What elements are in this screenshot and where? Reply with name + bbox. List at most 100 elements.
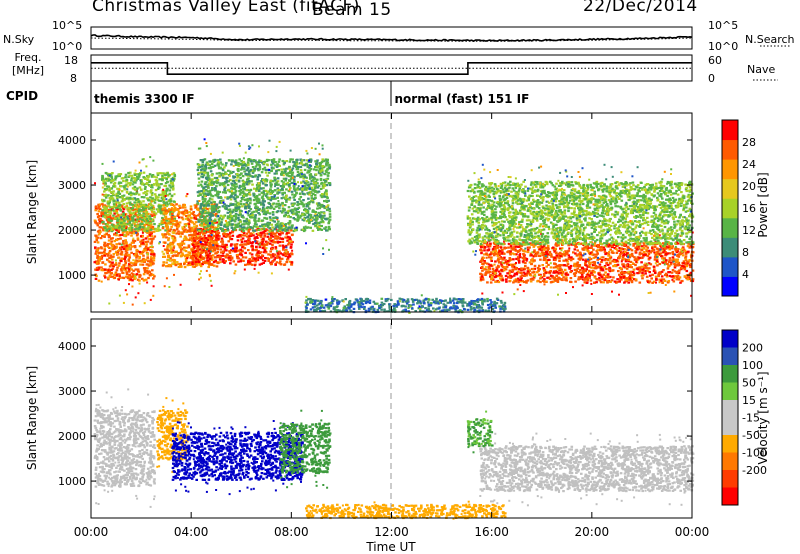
heat-cell-morning-upper-scatter <box>128 222 131 224</box>
heat-speckle <box>124 256 126 258</box>
heat-cell-midday-core <box>278 233 281 235</box>
heat-speckle <box>117 199 119 201</box>
heat-cell-morning-echo-band <box>123 269 126 271</box>
heat-cell-midday-upper <box>291 158 294 160</box>
heat-speckle <box>289 240 291 242</box>
heat-cell-near-range-ionospheric <box>368 308 371 310</box>
heat-cell-morning-echo-band <box>96 249 99 251</box>
heat-speckle <box>194 251 196 253</box>
heat-cell-midday-core <box>210 246 213 248</box>
heat-cell-midday-core <box>207 257 210 259</box>
heat-cell-morning-echo-band <box>122 232 125 234</box>
heat-speckle <box>116 274 118 276</box>
heat-cell-midday-upper <box>246 179 249 181</box>
heat-cell-midday-upper <box>255 161 258 163</box>
heat-cell-midday-upper <box>254 218 257 220</box>
heat-cell-midday-upper <box>269 188 272 190</box>
heat-cell-midday-upper <box>206 215 209 217</box>
heat-cell-morning-upper-scatter <box>129 204 132 206</box>
heat-cell-arc <box>183 247 186 249</box>
heat-cell-midday-upper <box>240 189 243 191</box>
heat-speckle <box>110 247 112 249</box>
heat-cell-midday-upper <box>261 197 264 199</box>
heat-cell-midday-upper <box>210 205 213 207</box>
heat-cell-near-range-ionospheric <box>331 298 334 300</box>
heat-cell-midday-upper <box>323 205 326 207</box>
heat-cell-midday-upper <box>211 222 214 224</box>
heat-cell-morning-echo-band <box>152 238 155 240</box>
heat-cell-midday-core <box>290 243 293 245</box>
heat-speckle <box>264 161 266 163</box>
heat-cell-midday-upper <box>289 175 292 177</box>
heat-cell-morning-upper-scatter <box>157 208 160 210</box>
heat-cell-morning-echo-band <box>99 231 102 233</box>
heat-cell-midday-core <box>240 244 243 246</box>
heat-speckle <box>238 143 240 145</box>
heat-cell-morning-echo-band <box>104 272 107 274</box>
heat-speckle <box>289 169 291 171</box>
heat-cell-midday-upper <box>226 222 229 224</box>
heat-cell-near-range-ionospheric <box>383 303 386 305</box>
heat-cell-morning-upper-scatter <box>128 175 131 177</box>
heat-cell-midday-upper <box>217 225 220 227</box>
heat-cell-midday-core <box>207 259 210 261</box>
heat-cell-morning-echo-band <box>124 258 127 260</box>
heat-cell-morning-echo-band <box>122 248 125 250</box>
heat-cell-midday-upper <box>285 226 288 228</box>
heat-cell-morning-echo-band <box>119 247 122 249</box>
heat-cell-midday-core <box>259 251 262 253</box>
heat-cell-midday-core <box>217 238 220 240</box>
heat-cell-midday-upper <box>257 220 260 222</box>
heat-speckle <box>206 145 208 147</box>
heat-cell-arc <box>197 214 200 216</box>
heat-cell-morning-upper-scatter <box>109 188 112 190</box>
heat-cell-midday-upper <box>282 160 285 162</box>
heat-speckle <box>139 179 141 181</box>
heat-cell-morning-echo-band <box>104 276 107 278</box>
heat-cell-midday-upper <box>304 176 307 178</box>
heat-cell-midday-upper <box>277 189 280 191</box>
heat-cell-morning-upper-scatter <box>143 230 146 232</box>
heat-cell-morning-upper-scatter <box>139 223 142 225</box>
heat-speckle <box>173 274 175 276</box>
heat-cell-midday-upper <box>208 219 211 221</box>
heat-speckle <box>165 195 167 197</box>
heat-cell-midday-core <box>286 232 289 234</box>
heat-cell-midday-upper <box>296 161 299 163</box>
heat-cell-near-range-ionospheric <box>462 305 465 307</box>
heat-cell-midday-upper <box>320 174 323 176</box>
heat-cell-morning-echo-band <box>137 268 140 270</box>
heat-cell-morning-upper-scatter <box>107 214 110 216</box>
heat-cell-midday-upper <box>325 229 328 231</box>
heat-cell-near-range-ionospheric <box>354 301 357 303</box>
heat-cell-arc <box>187 219 190 221</box>
heat-cell-midday-core <box>290 252 293 254</box>
heat-cell-midday-core <box>291 264 294 266</box>
heat-cell-morning-echo-band <box>142 255 145 257</box>
heat-cell-morning-upper-scatter <box>146 190 149 192</box>
heat-cell-midday-upper <box>226 180 229 182</box>
heat-speckle <box>309 194 311 196</box>
heat-speckle <box>322 247 324 249</box>
heat-cell-morning-upper-scatter <box>101 177 104 179</box>
heat-cell-midday-upper <box>197 167 200 169</box>
heat-cell-arc <box>195 221 198 223</box>
heat-cell-midday-upper <box>298 207 301 209</box>
heat-cell-midday-upper <box>262 187 265 189</box>
heat-cell-morning-upper-scatter <box>145 222 148 224</box>
heat-cell-near-range-ionospheric <box>436 300 439 302</box>
heat-cell-midday-upper <box>228 159 231 161</box>
heat-cell-midday-upper <box>288 199 291 201</box>
heat-cell-morning-echo-band <box>118 257 121 259</box>
heat-cell-morning-echo-band <box>148 270 151 272</box>
heat-cell-midday-core <box>244 252 247 254</box>
heat-cell-midday-upper <box>230 163 233 165</box>
heat-cell-midday-core <box>220 251 223 253</box>
heat-cell-midday-core <box>244 240 247 242</box>
heat-cell-arc <box>169 246 172 248</box>
heat-cell-midday-core <box>242 237 245 239</box>
heat-speckle <box>209 228 211 230</box>
heat-cell-morning-upper-scatter <box>157 227 160 229</box>
heat-cell-midday-upper <box>214 229 217 231</box>
heat-speckle <box>211 285 213 287</box>
